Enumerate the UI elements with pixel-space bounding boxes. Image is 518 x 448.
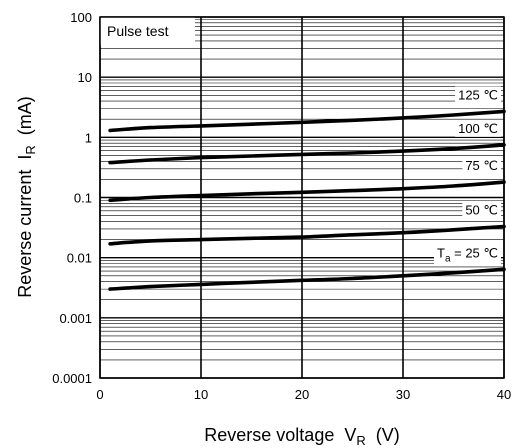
series-label-prefix: T bbox=[437, 245, 445, 260]
series-curve bbox=[108, 143, 506, 165]
series-label-background bbox=[462, 157, 501, 175]
series-label: 75 ℃ bbox=[465, 158, 498, 173]
y-axis-title-unit: (mA) bbox=[15, 96, 35, 145]
pulse-test-annotation: Pulse test bbox=[107, 23, 169, 39]
tick-labels: 0 10 20 30 40 100 10 1 0.1 0.01 0.001 0.0001 bbox=[52, 10, 511, 402]
y-axis-title-sub: R bbox=[23, 145, 38, 154]
series-label-subscript: a bbox=[445, 253, 451, 264]
pulse-test-box bbox=[100, 17, 195, 45]
series-label: 100 ℃ bbox=[458, 121, 498, 136]
x-axis-title-unit: (V) bbox=[366, 425, 400, 445]
y-tick-label: 0.001 bbox=[59, 311, 92, 326]
series-label: Ta = 25 ℃ bbox=[437, 245, 498, 264]
y-axis-title: Reverse current IR (mA) bbox=[15, 96, 38, 297]
y-tick-label: 100 bbox=[70, 10, 92, 25]
x-tick-label: 20 bbox=[295, 387, 309, 402]
series-label-background bbox=[455, 86, 501, 104]
series-curve bbox=[108, 224, 506, 246]
series-label-background bbox=[433, 244, 501, 266]
series-labels: 125 ℃ 100 ℃ 75 ℃ 50 ℃ Ta = 25 ℃ bbox=[433, 86, 501, 266]
series-curves bbox=[108, 109, 506, 291]
y-tick-label: 0.01 bbox=[67, 251, 92, 266]
y-tick-label: 1 bbox=[85, 130, 92, 145]
series-curve bbox=[108, 109, 506, 133]
y-tick-label: 0.0001 bbox=[52, 371, 92, 386]
x-axis-title-main: Reverse voltage V bbox=[204, 425, 356, 445]
series-curve bbox=[108, 180, 506, 203]
series-label-background bbox=[455, 119, 501, 137]
x-axis-title: Reverse voltage VR (V) bbox=[204, 425, 399, 448]
series-label: 50 ℃ bbox=[465, 202, 498, 217]
x-axis-title-sub: R bbox=[356, 433, 365, 448]
x-tick-label: 10 bbox=[194, 387, 208, 402]
y-axis-title-main: Reverse current I bbox=[15, 155, 35, 298]
series-curve bbox=[108, 267, 506, 291]
x-tick-label: 0 bbox=[96, 387, 103, 402]
series-label-background bbox=[462, 201, 501, 219]
plot-frame bbox=[99, 16, 505, 379]
y-tick-label: 0.1 bbox=[74, 191, 92, 206]
x-tick-label: 30 bbox=[396, 387, 410, 402]
x-tick-label: 40 bbox=[497, 387, 511, 402]
series-label-main: = 25 ℃ bbox=[451, 245, 499, 260]
series-label: 125 ℃ bbox=[458, 87, 498, 102]
y-tick-label: 10 bbox=[78, 70, 92, 85]
grid bbox=[99, 16, 505, 379]
